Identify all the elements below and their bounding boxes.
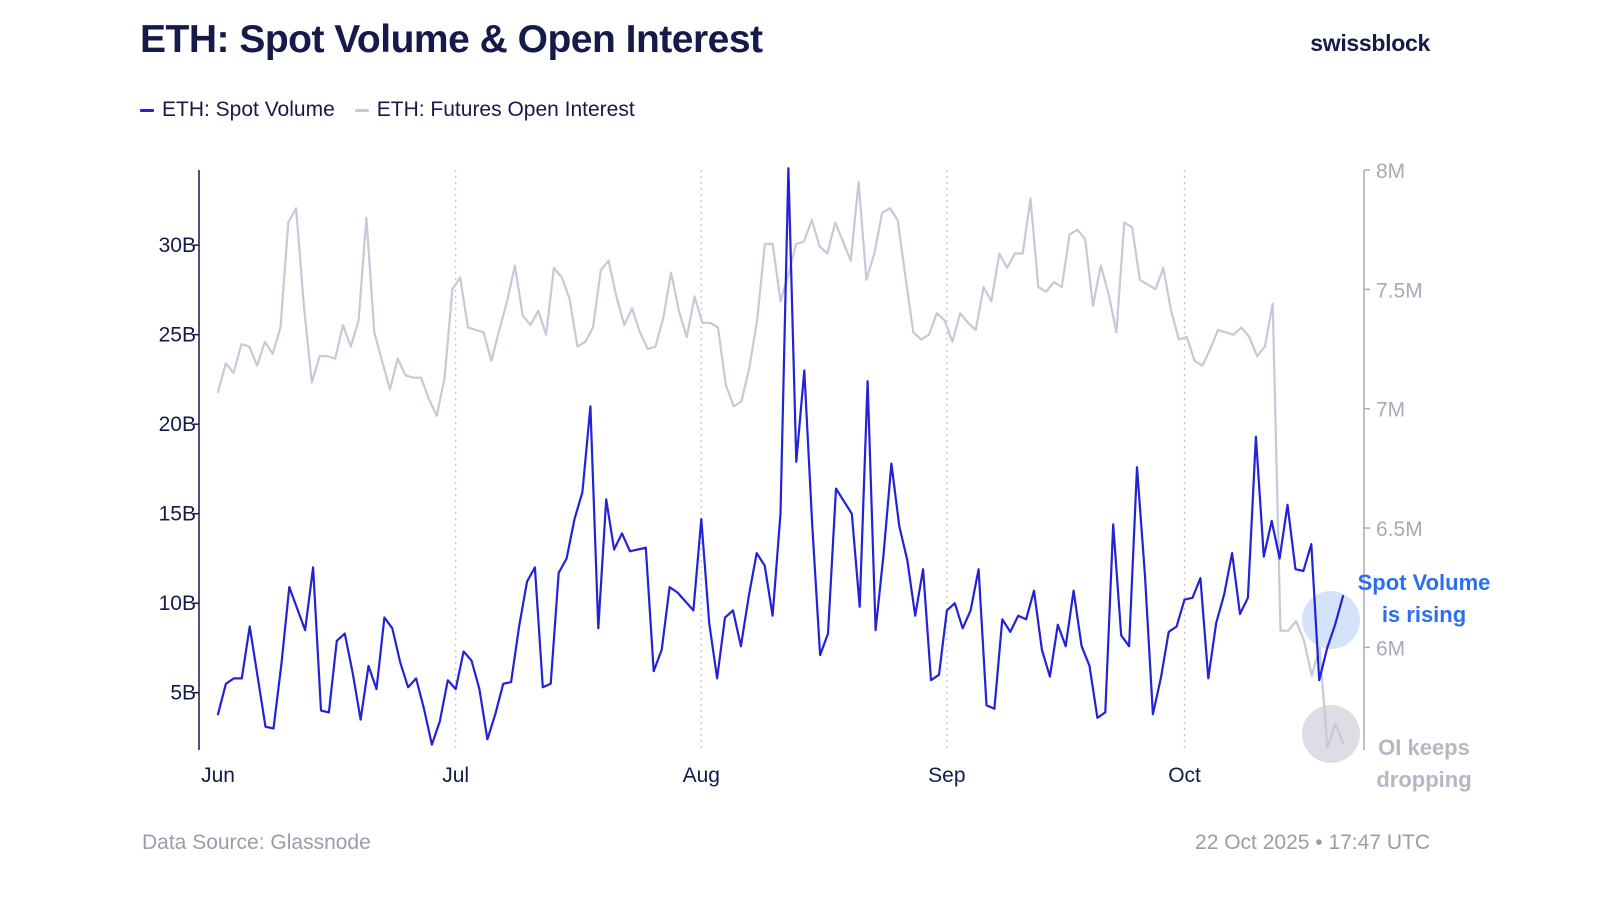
legend-swatch-open-interest bbox=[354, 108, 369, 112]
left-y-tick-label: 15B bbox=[159, 503, 196, 526]
spot-highlight-circle bbox=[1302, 591, 1360, 649]
brand-logo: swissblock bbox=[1310, 30, 1430, 56]
right-y-tick-label: 8M bbox=[1376, 160, 1405, 183]
legend-swatch-spot-volume bbox=[140, 108, 154, 112]
right-y-tick-label: 6.5M bbox=[1376, 518, 1423, 541]
legend-item-spot-volume[interactable]: ETH: Spot Volume bbox=[140, 98, 335, 122]
annotation-open-interest: dropping bbox=[1376, 767, 1471, 792]
x-tick-label: Jul bbox=[442, 764, 469, 787]
legend-label-spot-volume: ETH: Spot Volume bbox=[162, 98, 335, 121]
right-y-tick-label: 7.5M bbox=[1376, 279, 1423, 302]
right-y-tick-label: 7M bbox=[1376, 399, 1405, 422]
chart-legend: ETH: Spot Volume ETH: Futures Open Inter… bbox=[140, 98, 635, 122]
x-tick-label: Jun bbox=[201, 764, 235, 787]
left-y-tick-label: 5B bbox=[170, 682, 196, 705]
annotation-spot-volume: is rising bbox=[1382, 602, 1466, 627]
left-y-tick-label: 10B bbox=[159, 592, 196, 615]
series-line-open-interest bbox=[216, 180, 1345, 749]
left-y-tick-label: 25B bbox=[159, 324, 196, 347]
x-tick-label: Sep bbox=[928, 764, 965, 787]
timestamp: 22 Oct 2025 • 17:47 UTC bbox=[1195, 831, 1430, 854]
right-y-tick-label: 6M bbox=[1376, 637, 1405, 660]
legend-label-open-interest: ETH: Futures Open Interest bbox=[376, 98, 635, 121]
data-source: Data Source: Glassnode bbox=[142, 831, 371, 854]
left-y-tick-label: 20B bbox=[159, 413, 196, 436]
legend-item-open-interest[interactable]: ETH: Futures Open Interest bbox=[354, 98, 635, 122]
x-tick-label: Oct bbox=[1168, 764, 1201, 787]
left-y-tick-label: 30B bbox=[159, 234, 196, 257]
annotation-spot-volume: Spot Volume bbox=[1358, 570, 1491, 595]
series-line-spot-volume bbox=[216, 167, 1345, 746]
x-tick-label: Aug bbox=[683, 764, 720, 787]
chart-title: ETH: Spot Volume & Open Interest bbox=[140, 18, 763, 61]
annotation-open-interest: OI keeps bbox=[1378, 735, 1470, 760]
